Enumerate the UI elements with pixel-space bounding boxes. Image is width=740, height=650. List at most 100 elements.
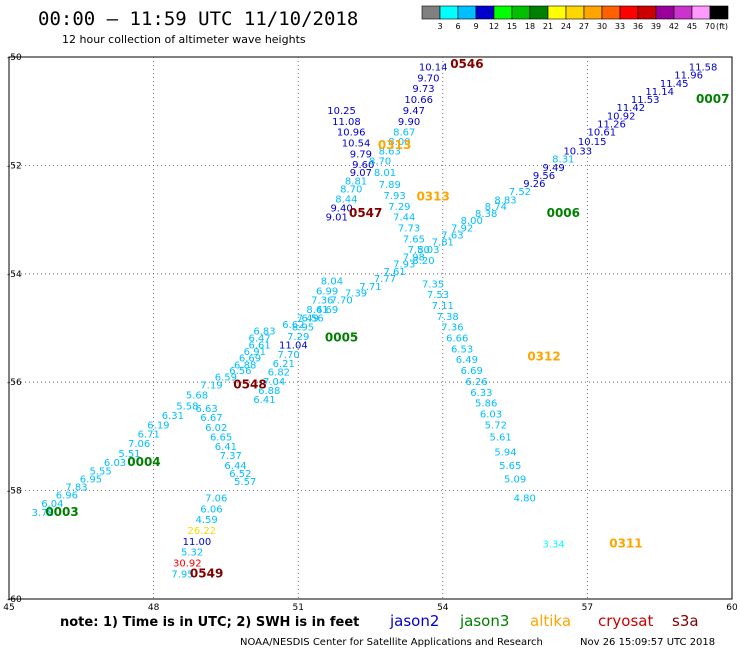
swh-value: 7.53 (427, 290, 449, 301)
swh-value: 10.33 (563, 147, 592, 158)
colorbar-swatch (637, 5, 657, 20)
swh-value: 9.60 (352, 160, 374, 171)
swh-value: 9.26 (523, 179, 545, 190)
colorbar-swatch (655, 5, 675, 20)
swh-value: 9.56 (533, 171, 555, 182)
swh-value: 6.96 (56, 491, 78, 502)
swh-value: 5.55 (89, 466, 111, 477)
swh-value: 6.41 (215, 442, 237, 453)
colorbar-swatch (439, 5, 459, 20)
swh-value: 6.71 (138, 429, 160, 440)
colorbar-tick: 36 (633, 22, 643, 31)
chart-title: 00:00 – 11:59 UTC 11/10/2018 (38, 8, 358, 30)
swh-value: 11.42 (616, 103, 645, 114)
swh-value: 8.70 (340, 185, 362, 196)
colorbar-swatch (601, 5, 621, 20)
plot-frame (8, 56, 733, 600)
swh-value: 7.36 (311, 296, 333, 307)
colorbar-swatch (691, 5, 711, 20)
swh-value: 6.88 (258, 386, 280, 397)
swh-value: 7.73 (398, 224, 420, 235)
colorbar-swatch (673, 5, 693, 20)
swh-value: 6.56 (229, 366, 251, 377)
swh-value: 8.44 (335, 194, 357, 205)
swh-value: 5.86 (475, 399, 497, 410)
swh-value: 6.33 (470, 388, 492, 399)
swh-value: 7.06 (205, 493, 227, 504)
swh-value: 11.45 (660, 79, 689, 90)
footer-credit: NOAA/NESDIS Center for Satellite Applica… (240, 637, 543, 648)
swh-value: 7.89 (379, 180, 401, 191)
swh-value: 9.47 (403, 106, 425, 117)
swh-value: 6.67 (200, 413, 222, 424)
grid (9, 57, 732, 599)
colorbar-tick: 45 (687, 22, 697, 31)
colorbar-tick: 6 (455, 22, 460, 31)
swh-value: 5.57 (234, 477, 256, 488)
time-label: 0549 (190, 566, 223, 580)
colorbar-tick: 42 (669, 22, 679, 31)
swh-value: 6.44 (224, 461, 246, 472)
time-label: 0312 (527, 350, 560, 364)
swh-value: 9.90 (398, 117, 420, 128)
swh-value: 7.38 (436, 312, 458, 323)
swh-value: 6.47 (249, 334, 271, 345)
swh-value: 7.98 (403, 252, 425, 263)
swh-value: 8.83 (494, 195, 516, 206)
swh-value: 7.65 (403, 234, 425, 245)
swh-value: 7.44 (393, 213, 415, 224)
swh-value: 10.92 (607, 111, 636, 122)
swh-value: 8.63 (379, 147, 401, 158)
time-label: 0546 (450, 57, 483, 71)
swh-value: 30.92 (173, 558, 202, 569)
swh-value: 7.95 (171, 569, 193, 580)
swh-value: 7.61 (383, 267, 405, 278)
colorbar-swatch (475, 5, 495, 20)
colorbar-tick: 70 (705, 22, 715, 31)
swh-value: 7.37 (220, 451, 242, 462)
swh-value: 10.14 (419, 63, 448, 74)
swh-value: 7.93 (393, 259, 415, 270)
legend-s3a: s3a (672, 612, 699, 630)
colorbar-swatch (457, 5, 477, 20)
swh-value: 7.70 (330, 296, 352, 307)
swh-value: 6.99 (316, 286, 338, 297)
time-label: 0006 (547, 206, 580, 220)
axis-ticks: 45 48 51 54 57 60 -50 -52 -54 -56 -58 -60 (3, 53, 738, 613)
swh-value: 3.78 (32, 508, 54, 519)
swh-value: 6.95 (80, 474, 102, 485)
swh-value: 6.52 (229, 469, 251, 480)
swh-value: 11.08 (332, 117, 361, 128)
swh-value: 8.31 (552, 155, 574, 166)
legend-altika: altika (530, 612, 571, 630)
colorbar-tick: 12 (489, 22, 499, 31)
swh-value: 6.69 (461, 366, 483, 377)
swh-value: 3.34 (543, 540, 565, 551)
chart-subtitle: 12 hour collection of altimeter wave hei… (62, 33, 306, 46)
swh-value: 6.83 (253, 327, 275, 338)
swh-value: 6.82 (268, 368, 290, 379)
colorbar-tick: 30 (597, 22, 607, 31)
swh-value: 7.39 (345, 289, 367, 300)
swh-value: 6.41 (253, 395, 275, 406)
colorbar-swatch (565, 5, 585, 20)
legend-cryosat: cryosat (598, 612, 653, 630)
colorbar-swatch (511, 5, 531, 20)
swh-value: 6.91 (244, 347, 266, 358)
swh-value: 6.02 (205, 423, 227, 434)
swh-value: 6.61 (249, 341, 271, 352)
swh-value: 11.26 (597, 119, 626, 130)
swh-value: 8.95 (292, 323, 314, 334)
swh-value: 6.03 (480, 409, 502, 420)
swh-value: 8.20 (412, 256, 434, 267)
swh-value: 7.71 (359, 282, 381, 293)
swh-value: 6.56 (302, 313, 324, 324)
time-label: 0547 (349, 206, 382, 220)
swh-value: 6.69 (239, 354, 261, 365)
time-label: 0003 (45, 505, 78, 519)
swh-value: 10.25 (327, 106, 356, 117)
time-label: 0005 (325, 331, 358, 345)
swh-value: 10.15 (578, 137, 607, 148)
swh-value: 7.63 (441, 231, 463, 242)
swh-value: 8.00 (388, 137, 410, 148)
